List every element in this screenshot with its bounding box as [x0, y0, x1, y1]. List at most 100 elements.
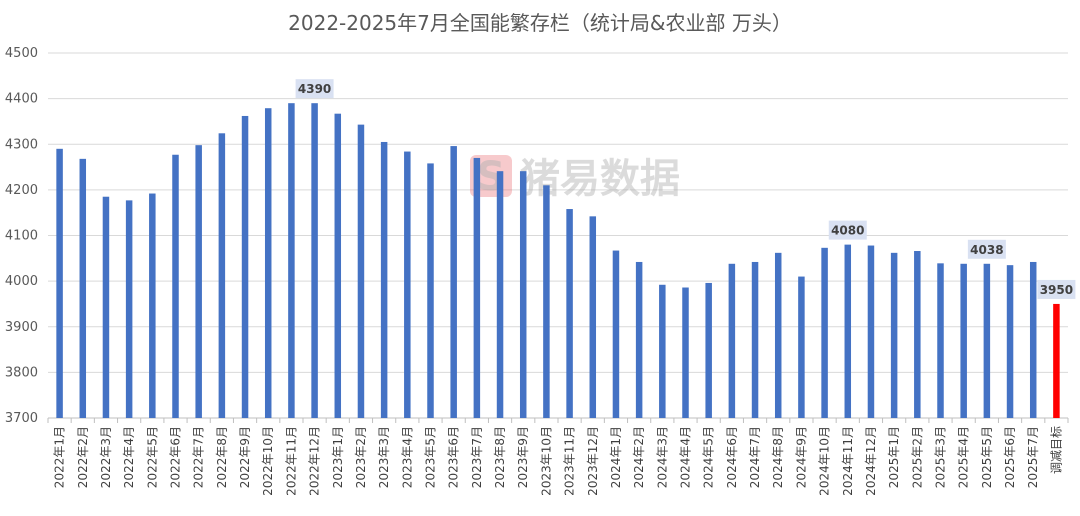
bar	[937, 263, 944, 418]
y-tick-label: 4400	[5, 92, 38, 107]
bar	[774, 252, 782, 418]
bar	[288, 103, 295, 418]
x-tick-label: 2024年3月	[655, 426, 669, 488]
x-tick-label: 2022年8月	[215, 426, 229, 488]
x-tick-label: 2024年6月	[725, 426, 739, 488]
x-tick-label: 2023年11月	[563, 426, 577, 496]
bar	[496, 171, 504, 418]
x-axis: 2022年1月 2022年2月 2022年3月 2022年4月 2022年5月 2022年…	[47, 418, 1069, 496]
x-tick-label: 2025年1月	[887, 426, 901, 488]
bar	[311, 103, 318, 418]
x-tick-label: 2022年1月	[53, 426, 67, 488]
x-tick-label: 2024年11月	[841, 426, 855, 496]
bar	[79, 158, 87, 418]
x-tick-label: 2024年8月	[771, 426, 785, 488]
x-tick-label: 2024年4月	[679, 426, 693, 488]
x-tick-label: 2023年5月	[424, 426, 438, 488]
y-tick-label: 4300	[5, 137, 38, 152]
bar	[519, 171, 527, 418]
x-tick-label: 2024年7月	[748, 426, 762, 488]
x-tick-label: 2024年10月	[818, 426, 832, 496]
bar	[56, 148, 63, 418]
bar	[890, 252, 898, 418]
x-tick-label: 2023年2月	[354, 426, 368, 488]
x-tick-label: 2023年8月	[493, 426, 507, 488]
x-tick-label: 2025年4月	[957, 426, 971, 488]
y-tick-label: 3900	[5, 320, 38, 335]
bar	[357, 124, 365, 418]
data-label-bg	[295, 79, 334, 99]
data-label-bg	[967, 239, 1006, 259]
bar	[1029, 261, 1037, 418]
x-tick-label: 2023年12月	[586, 426, 600, 496]
data-label: 4390	[298, 82, 331, 96]
bar	[914, 251, 921, 418]
bar	[844, 244, 852, 418]
data-label: 4038	[970, 243, 1003, 257]
bar	[751, 261, 759, 418]
bar	[264, 108, 272, 419]
x-tick-label: 2023年6月	[447, 426, 461, 488]
bar	[612, 250, 620, 418]
x-tick-label: 2023年9月	[516, 426, 530, 488]
x-tick-label: 2025年5月	[980, 426, 994, 488]
x-tick-label: 2024年12月	[864, 426, 878, 496]
x-tick-label: 2025年6月	[1003, 426, 1017, 488]
y-tick-label: 4100	[5, 229, 38, 244]
y-tick-label: 4200	[5, 183, 38, 198]
bar	[241, 115, 249, 419]
bar	[473, 157, 481, 418]
x-tick-label: 2022年6月	[169, 426, 183, 488]
bar-target	[1053, 303, 1060, 418]
bar	[380, 141, 388, 418]
data-labels: 4390 4080 4038 3950	[295, 79, 1076, 299]
x-tick-label: 2022年4月	[122, 426, 136, 488]
x-tick-label: 2022年9月	[238, 426, 252, 488]
x-tick-label: 2024年1月	[609, 426, 623, 488]
x-tick-label: 2023年10月	[539, 426, 553, 496]
y-tick-label: 4500	[5, 46, 38, 61]
x-tick-label: 2024年2月	[632, 426, 646, 488]
x-tick-label: 2022年10月	[261, 426, 275, 496]
bar	[427, 163, 434, 418]
bar	[195, 145, 202, 418]
x-tick-label: 2022年3月	[99, 426, 113, 488]
bar	[821, 247, 828, 418]
bar	[798, 276, 805, 418]
bar	[867, 245, 875, 418]
chart-title: 2022-2025年7月全国能繁存栏（统计局&农业部 万头）	[288, 11, 792, 35]
data-label: 3950	[1040, 283, 1073, 297]
bars	[56, 103, 1060, 419]
y-tick-label: 4000	[5, 274, 38, 289]
x-tick-label: 2022年2月	[76, 426, 90, 488]
y-axis: 3700 3800 3900 4000 4100 4200 4300 4400 4500	[5, 46, 38, 426]
x-tick-label: 2023年3月	[377, 426, 391, 488]
x-tick-label: 2024年5月	[702, 426, 716, 488]
x-tick-label: 2024年9月	[794, 426, 808, 488]
y-tick-label: 3700	[5, 411, 38, 426]
bar	[682, 287, 689, 418]
bar	[589, 216, 597, 418]
x-tick-label: 2022年7月	[192, 426, 206, 488]
gridlines	[48, 52, 1068, 419]
x-tick-label: 2022年12月	[308, 426, 322, 496]
x-tick-label: 2022年5月	[145, 426, 159, 488]
bar	[125, 200, 133, 418]
x-tick-label: 2022年11月	[284, 426, 298, 496]
x-tick-label: 2025年7月	[1026, 426, 1040, 488]
x-tick-label: 调减目标	[1049, 426, 1063, 474]
bar	[635, 261, 643, 418]
bar	[218, 133, 226, 419]
bar	[172, 154, 179, 418]
bar	[102, 196, 110, 418]
x-tick-label: 2023年4月	[400, 426, 414, 488]
bar	[450, 146, 457, 418]
data-label-bg	[828, 220, 867, 240]
bar	[705, 282, 712, 418]
x-tick-label: 2023年1月	[331, 426, 345, 488]
bar	[728, 263, 736, 418]
bar	[404, 151, 411, 419]
bar	[983, 263, 991, 418]
bar	[659, 284, 666, 418]
